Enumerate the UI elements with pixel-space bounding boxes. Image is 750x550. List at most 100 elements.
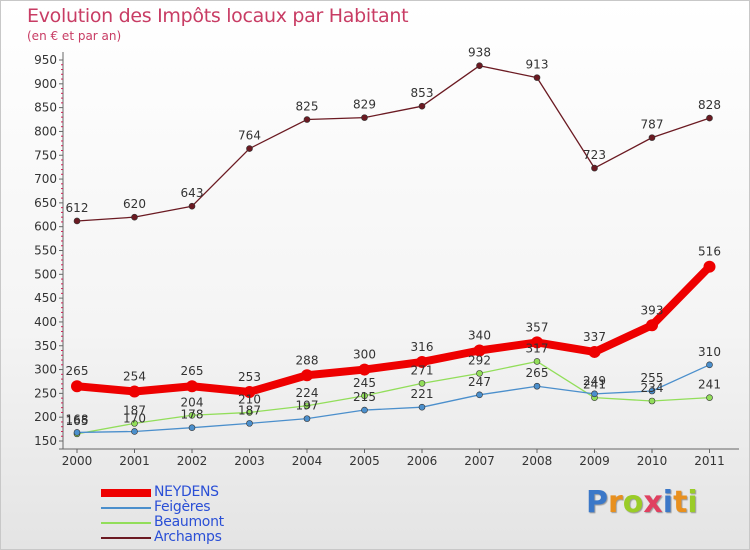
data-label: 829 [353,98,376,112]
data-point [646,319,658,332]
data-point [476,370,483,377]
logo-letter: t [673,485,688,520]
x-tick-label: 2000 [62,454,93,468]
chart-subtitle: (en € et par an) [27,29,122,43]
data-point [533,74,541,81]
data-point [131,428,138,435]
data-point [73,429,81,436]
y-tick-label: 500 [34,267,57,281]
data-label: 210 [238,392,261,406]
y-tick-label: 650 [34,196,57,210]
data-point [131,213,138,221]
data-point [361,406,368,414]
y-tick-label: 750 [34,148,57,162]
chart-title: Evolution des Impôts locaux par Habitant [27,5,409,27]
data-label: 271 [411,363,434,377]
data-point [648,387,656,395]
data-label: 187 [123,403,146,417]
y-tick-label: 300 [34,363,57,377]
y-tick-label: 200 [34,410,57,424]
data-point [246,420,253,427]
data-label: 828 [698,98,721,112]
data-point [188,411,196,419]
y-tick-label: 850 [34,101,57,115]
line-chart: 150 200 250 300 350 400 450 500 550 600 650 700 750 8… [34,46,739,468]
legend-swatch [101,507,151,509]
logo-letter: x [643,485,663,520]
data-label: 249 [583,374,606,388]
x-tick-label: 2008 [522,454,553,468]
data-label: 170 [123,411,146,425]
data-label: 254 [123,369,146,383]
y-tick-label: 700 [34,172,57,186]
y-tick-label: 600 [34,220,57,234]
data-point [416,355,428,368]
data-point [188,424,196,431]
legend-label: Feigères [154,499,211,515]
data-label: 221 [411,387,434,401]
logo-letter: i [662,485,674,520]
data-point [648,134,656,141]
legend-swatch [101,489,151,497]
data-point [418,380,426,387]
logo-letter: P [586,485,608,520]
data-label: 357 [526,320,549,334]
data-point [361,114,368,121]
y-tick-label: 450 [34,291,57,305]
x-tick-label: 2004 [292,454,323,468]
data-point [591,390,598,398]
data-label: 245 [353,376,376,390]
legend-label: Archamps [154,529,222,545]
y-tick-label: 950 [34,53,57,67]
series-line-neydens [73,262,714,396]
data-point [588,345,601,358]
data-label: 165 [66,414,89,428]
data-point [476,62,483,70]
data-point [303,402,311,410]
data-point [131,420,138,427]
data-label: 620 [123,197,146,211]
data-label: 253 [238,370,261,384]
x-tick-label: 2007 [464,454,495,468]
data-point [706,394,713,401]
logo-letter: o [622,485,644,520]
data-point [418,403,426,411]
data-label: 247 [468,375,491,389]
data-point [303,415,311,422]
legend-label: NEYDENS [154,484,219,500]
data-label: 316 [411,340,434,354]
data-label: 787 [641,118,664,132]
logo-letter: r [608,485,623,520]
data-label: 310 [698,345,721,359]
data-point [476,391,483,399]
data-label: 340 [468,329,491,343]
data-point [531,336,543,349]
x-tick-label: 2010 [637,454,668,468]
data-label: 255 [641,371,664,385]
data-point [188,202,196,210]
series-layer [71,62,716,438]
data-label: 224 [296,386,319,400]
data-point [648,397,656,405]
data-label: 300 [353,348,376,362]
data-label: 913 [526,58,549,72]
axes: 150 200 250 300 350 400 450 500 550 600 650 700 750 8… [34,52,739,468]
data-point [706,361,713,369]
series-line-feigères [76,364,711,434]
y-tick-label: 800 [34,124,57,138]
data-point [703,260,716,273]
legend-swatch [101,537,151,539]
data-point [71,380,83,393]
data-point [243,385,256,398]
data-point [358,363,371,376]
data-point [246,145,253,152]
data-label: 197 [296,399,319,413]
x-tick-label: 2006 [407,454,438,468]
data-point [128,385,141,398]
data-label: 288 [296,353,319,367]
y-tick-label: 150 [34,434,57,448]
data-point [186,380,198,393]
data-label: 337 [583,330,606,344]
